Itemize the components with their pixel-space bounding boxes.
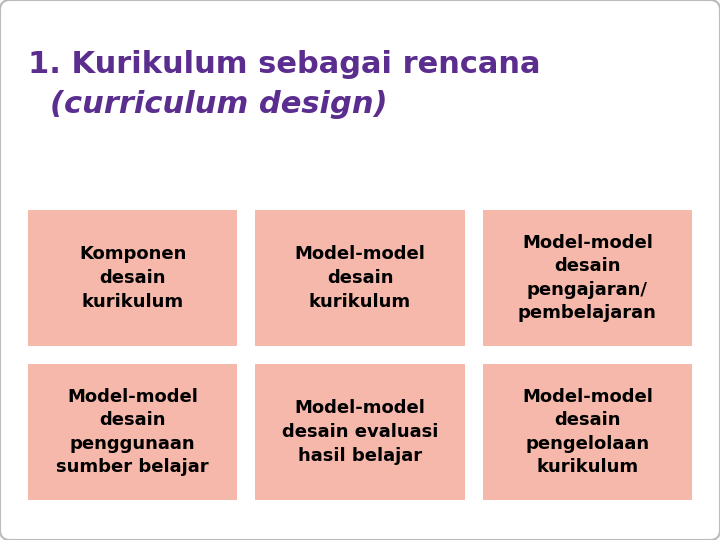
Text: Model-model
desain
kurikulum: Model-model desain kurikulum: [294, 245, 426, 310]
Text: Model-model
desain evaluasi
hasil belajar: Model-model desain evaluasi hasil belaja…: [282, 400, 438, 464]
FancyBboxPatch shape: [28, 210, 238, 346]
FancyBboxPatch shape: [482, 210, 692, 346]
Text: Model-model
desain
penggunaan
sumber belajar: Model-model desain penggunaan sumber bel…: [56, 388, 209, 476]
FancyBboxPatch shape: [256, 364, 464, 500]
FancyBboxPatch shape: [28, 364, 238, 500]
Text: Model-model
desain
pengelolaan
kurikulum: Model-model desain pengelolaan kurikulum: [522, 388, 653, 476]
Text: (curriculum design): (curriculum design): [50, 90, 387, 119]
FancyBboxPatch shape: [256, 210, 464, 346]
FancyBboxPatch shape: [482, 364, 692, 500]
Text: Model-model
desain
pengajaran/
pembelajaran: Model-model desain pengajaran/ pembelaja…: [518, 234, 657, 322]
Text: Komponen
desain
kurikulum: Komponen desain kurikulum: [79, 245, 186, 310]
Text: 1. Kurikulum sebagai rencana: 1. Kurikulum sebagai rencana: [28, 50, 541, 79]
